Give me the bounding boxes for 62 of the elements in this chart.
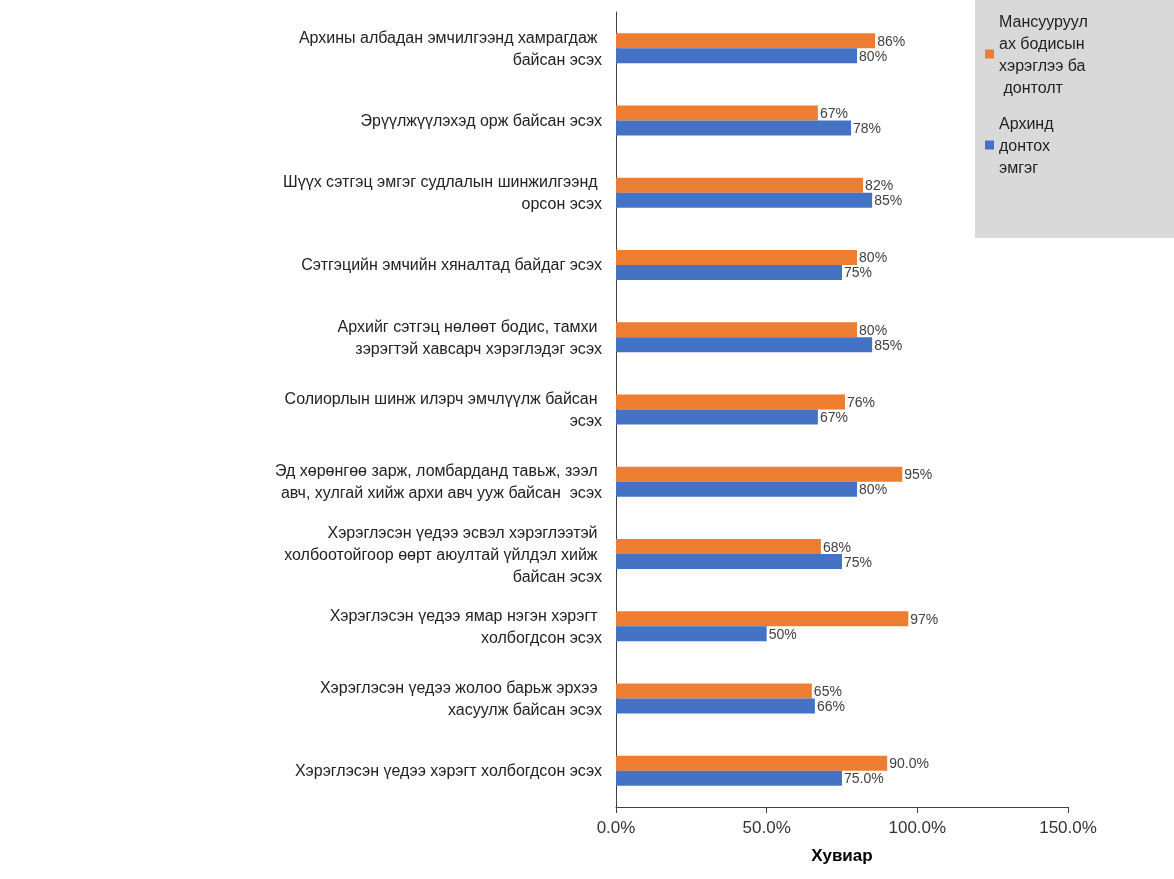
- y-tick-label: Эд хөрөнгөө зарж, ломбарданд тавьж, зээл авч, хулгай хийж архи авч ууж байсан эсэх: [275, 462, 602, 502]
- y-tick-label: Архины албадан эмчилгээнд хамрагдаж байсан эсэх: [298, 28, 602, 68]
- data-label: 82%: [865, 177, 894, 194]
- bar: [616, 683, 812, 699]
- bar: [616, 105, 818, 121]
- bar: [616, 554, 842, 570]
- data-label: 90.0%: [889, 755, 929, 772]
- y-tick-label: Эрүүлжүүлэхэд орж байсан эсэх: [360, 111, 602, 129]
- data-label: 68%: [822, 538, 851, 555]
- y-tick-label: Хэрэглэсэн үедээ хэрэгт холбогдсон эсэх: [294, 762, 602, 780]
- data-label: 86%: [877, 32, 906, 49]
- bar: [616, 755, 888, 771]
- data-label: 95%: [904, 466, 933, 483]
- x-tick-label: 0.0%: [596, 818, 636, 837]
- bar: [616, 770, 842, 786]
- bar: [616, 409, 818, 425]
- data-label: 80%: [859, 47, 888, 64]
- data-label: 75%: [844, 553, 873, 570]
- data-label: 80%: [859, 321, 888, 338]
- bar: [616, 611, 909, 627]
- y-tick-label: Сэтгэцийн эмчийн хяналтад байдаг эсэх: [301, 256, 602, 274]
- data-label: 75%: [844, 264, 873, 281]
- data-label: 85%: [874, 192, 903, 209]
- bar: [616, 264, 842, 280]
- data-label: 97%: [910, 610, 939, 627]
- data-label: 85%: [874, 336, 903, 353]
- x-tick-label: 150.0%: [1039, 818, 1097, 837]
- x-axis-title: Хувиар: [811, 846, 873, 865]
- data-label: 50%: [768, 625, 797, 642]
- data-label: 67%: [819, 409, 848, 425]
- y-tick-label: Солиорлын шинж илэрч эмчлүүлж байсан эсэх: [284, 390, 602, 429]
- bar: [616, 249, 858, 265]
- x-tick-label: 50.0%: [742, 818, 791, 837]
- x-tick-label: 100.0%: [888, 818, 947, 837]
- y-tick-label: Архийг сэтгэц нөлөөт бодис, тамхи зэрэгтэй хавсарч хэрэглэдэг эсэх: [337, 317, 602, 357]
- bar: [616, 481, 858, 497]
- bar: [616, 177, 864, 193]
- bar: [616, 192, 873, 208]
- data-label: 78%: [853, 119, 882, 136]
- y-tick-label: Хэрэглэсэн үедээ ямар нэгэн хэрэгт холбогдсон эсэх: [329, 606, 602, 646]
- bar: [616, 539, 821, 555]
- data-label: 67%: [819, 104, 848, 121]
- bar: [616, 337, 873, 353]
- bar: [616, 33, 876, 49]
- data-label: 65%: [813, 683, 842, 700]
- y-tick-label: Шүүх сэтгэц эмгэг судлалын шинжилгээнд орсон эсэх: [282, 173, 602, 213]
- bar: [616, 48, 858, 64]
- data-label: 66%: [816, 698, 845, 715]
- y-tick-label: Хэрэглэсэн үедээ жолоо барьж эрхээ хасуулж байсан эсэх: [319, 679, 602, 719]
- bar: [616, 466, 903, 482]
- bar: [616, 394, 846, 410]
- data-label: 80%: [859, 481, 888, 498]
- data-label: 76%: [847, 394, 876, 410]
- legend-label: Архинд донтох эмгэг: [999, 114, 1058, 176]
- data-label: 80%: [859, 249, 888, 266]
- bar: [616, 120, 852, 136]
- bar: [616, 698, 815, 714]
- y-tick-label: Хэрэглэсэн үедээ эсвэл хэрэглээтэй холбоотойгоор өөрт аюултай үйлдэл хийж байсан эсэх: [284, 523, 602, 585]
- data-label: 75.0%: [844, 770, 884, 787]
- bar: [616, 626, 767, 642]
- legend-label: Мансууруулах бодисын хэрэглээ ба донтолт: [999, 12, 1090, 96]
- bar: [616, 322, 858, 338]
